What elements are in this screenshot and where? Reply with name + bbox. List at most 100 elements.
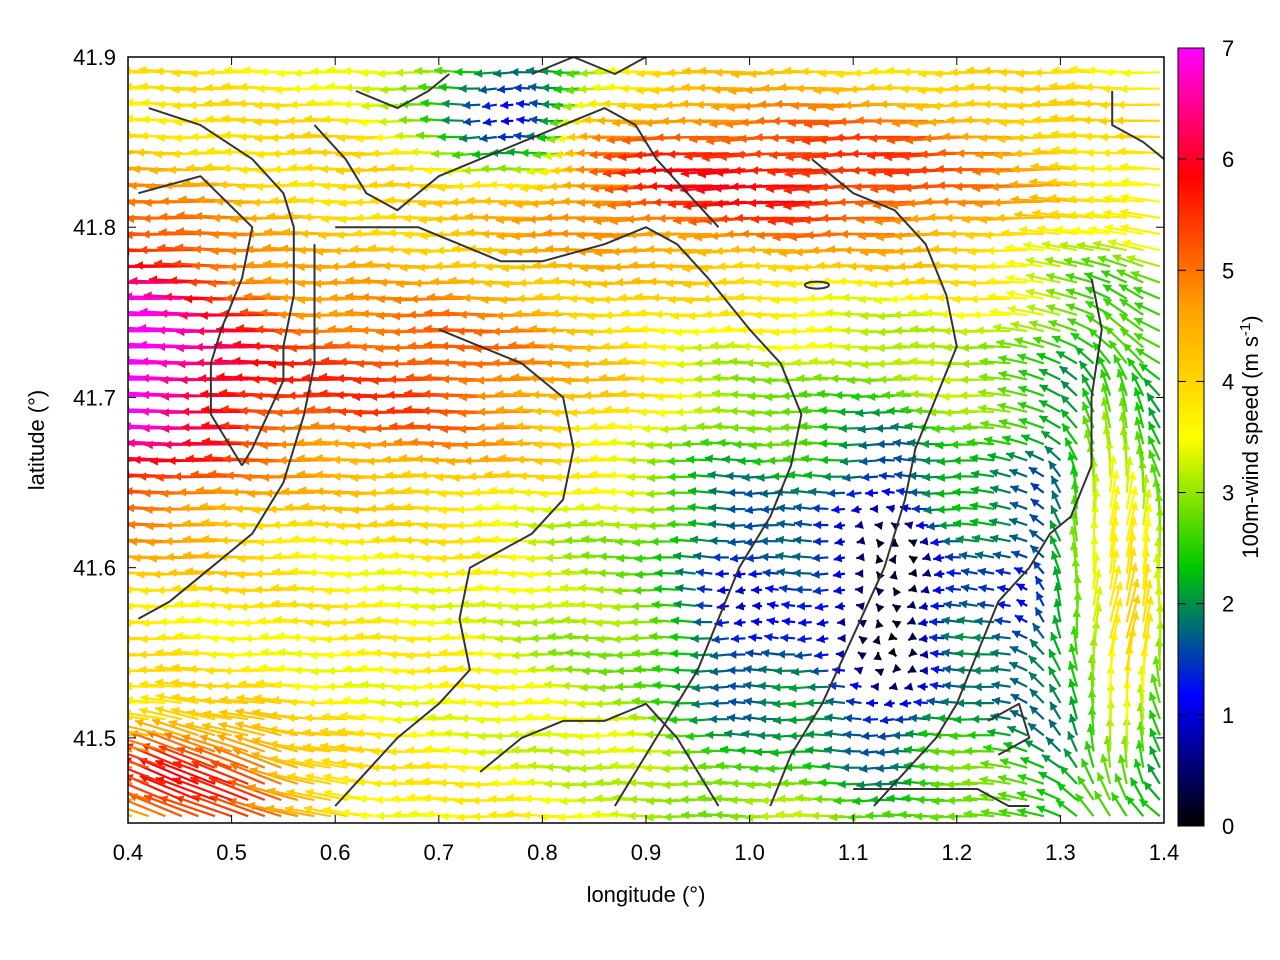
wind-arrow-head [254,391,263,401]
wind-arrow [598,552,630,561]
wind-arrow [1146,763,1161,785]
wind-arrow-head [631,649,640,658]
wind-arrow [922,568,932,577]
wind-arrow-head [1046,737,1055,746]
wind-arrow-head [459,440,468,450]
wind-arrow [1067,731,1078,752]
wind-arrow [979,775,1011,785]
wind-arrow-head [264,489,273,498]
wind-arrow-head [467,472,476,481]
wind-arrow-head [205,666,214,676]
wind-arrow-head [116,552,124,561]
wind-arrow [625,745,663,755]
wind-arrow-head [710,699,719,708]
wind-arrow [1138,798,1161,818]
wind-arrow-head [94,764,103,772]
wind-arrow-head [758,665,767,674]
wind-arrow-head [325,650,334,660]
wind-arrow-head [627,811,636,821]
wind-arrow-head [833,796,842,806]
wind-arrow-head [234,734,244,743]
wind-arrow-head [611,603,620,612]
wind-arrow [792,552,812,561]
wind-arrow-head [915,521,924,530]
wind-arrow-head [673,600,682,609]
wind-arrow-head [861,472,870,482]
wind-arrow-head [261,473,270,482]
wind-arrow [997,791,1028,802]
wind-arrow-head [181,407,190,416]
wind-arrow [833,521,846,530]
wind-arrow-head [1077,776,1086,786]
wind-arrow [808,487,829,497]
wind-arrow-head [846,697,855,707]
wind-arrow [730,779,763,788]
wind-arrow [510,761,547,771]
wind-arrow [1068,678,1079,704]
wind-arrow-head [608,745,617,754]
wind-arrow [1041,753,1062,769]
wind-arrow-head [458,424,467,434]
wind-arrow [490,778,530,788]
wind-arrow [859,457,879,466]
wind-arrow-head [1038,772,1048,780]
wind-arrow-head [1017,807,1026,817]
wind-arrow-head [728,650,737,659]
wind-arrow-head [321,619,330,628]
wind-arrow-head [90,502,98,511]
wind-arrow-head [182,519,191,528]
wind-arrow-head [534,457,543,466]
wind-arrow-head [646,473,656,483]
wind-arrow [775,551,796,561]
wind-arrow-head [437,538,446,547]
wind-arrow-head [163,440,172,450]
wind-arrow-head [492,715,501,725]
wind-arrow-head [672,682,681,692]
wind-arrow [1149,727,1161,752]
wind-arrow-head [574,811,583,821]
wind-arrow-head [132,553,141,563]
wind-arrow [922,552,932,561]
wind-arrow-head [418,471,427,480]
wind-arrow-head [155,776,165,785]
wind-arrow [832,570,846,579]
wind-arrow-head [990,648,999,658]
wind-arrow-head [308,551,317,561]
wind-arrow-head [663,796,672,806]
wind-arrow [668,715,696,725]
wind-arrow-head [1075,793,1085,803]
wind-arrow-head [118,722,127,730]
wind-arrow [773,666,796,676]
wind-arrow [592,746,630,756]
wind-arrow-head [286,788,295,798]
wind-arrow-head [700,438,709,447]
wind-arrow-head [109,697,117,706]
wind-arrow [1034,575,1045,591]
wind-arrow [730,634,746,643]
wind-arrow-head [929,633,938,643]
wind-arrow-head [455,489,464,499]
wind-arrow [762,568,779,578]
wind-arrow [751,617,763,627]
wind-arrow [692,551,713,561]
wind-arrow [1048,718,1062,736]
wind-arrow [892,587,902,597]
wind-arrow-head [369,392,378,402]
wind-arrow-head [1041,754,1051,763]
wind-arrow-shaft [213,746,266,769]
wind-arrow-head [598,651,607,661]
wind-arrow [422,423,481,432]
wind-arrow-shaft [128,753,166,769]
wind-arrow [673,600,696,609]
wind-arrow-head [645,441,654,450]
wind-arrow [608,437,647,447]
wind-arrow-head [57,424,65,433]
wind-arrow-shaft [208,776,266,802]
wind-arrow [892,663,902,674]
wind-arrow-head [799,438,808,447]
wind-arrow-head [671,699,680,708]
wind-arrow-head [116,454,124,463]
wind-arrow [915,521,928,530]
wind-arrow [218,721,266,737]
wind-arrow-head [660,425,669,434]
